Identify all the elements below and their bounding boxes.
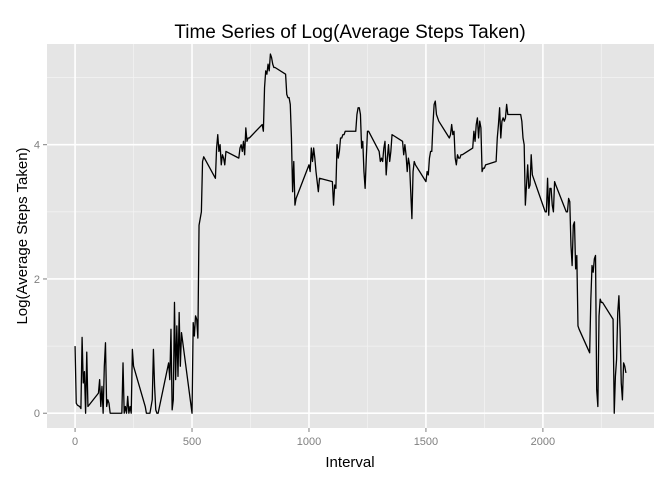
plot-panel <box>47 44 654 428</box>
y-tick-label: 0 <box>34 408 40 420</box>
x-tick-labels: 0 500 1000 1500 2000 <box>72 436 555 448</box>
series-line <box>74 53 627 414</box>
x-tick-label: 2000 <box>531 436 555 448</box>
x-axis-title: Interval <box>325 454 374 471</box>
y-tick-label: 2 <box>34 274 40 286</box>
series-layer <box>74 53 627 414</box>
y-tick-labels: 0 2 4 <box>34 140 40 421</box>
x-tick-label: 500 <box>183 436 201 448</box>
axis-ticks <box>43 144 544 432</box>
x-tick-label: 1500 <box>414 436 438 448</box>
y-tick-label: 4 <box>34 140 40 152</box>
x-tick-label: 1000 <box>297 436 321 448</box>
y-axis-title: Log(Average Steps Taken) <box>14 147 31 324</box>
x-tick-label: 0 <box>72 436 78 448</box>
chart-title: Time Series of Log(Average Steps Taken) <box>174 22 525 43</box>
